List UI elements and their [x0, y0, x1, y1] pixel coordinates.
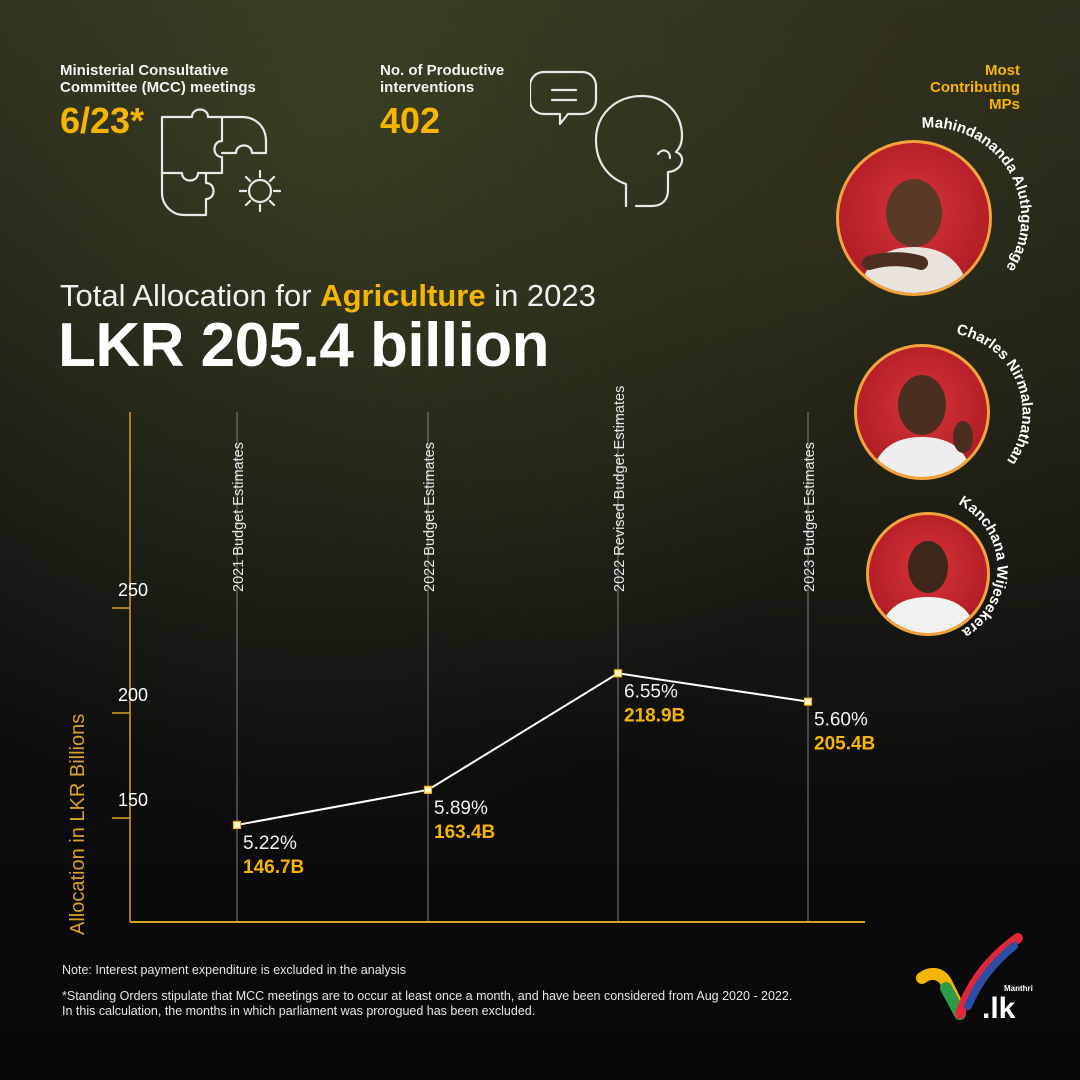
- note-standing-orders-line2: In this calculation, the months in which…: [62, 1004, 536, 1018]
- y-tick-label: 150: [118, 790, 148, 810]
- interventions-value: 402: [380, 100, 441, 141]
- percent-label: 5.89%: [434, 798, 488, 819]
- note-standing-orders-line1: *Standing Orders stipulate that MCC meet…: [62, 989, 793, 1003]
- headline-suffix: in 2023: [485, 278, 596, 313]
- percent-label: 6.55%: [624, 681, 678, 702]
- interventions-label-line2: interventions: [380, 79, 475, 96]
- check-mark-icon: [916, 933, 1023, 1020]
- interventions-label: No. of Productive interventions: [380, 62, 504, 96]
- percent-label: 5.22%: [243, 833, 297, 854]
- mp-3-figure: [879, 541, 977, 633]
- data-point: [613, 669, 623, 678]
- note-interest: Note: Interest payment expenditure is ex…: [62, 963, 406, 977]
- mp-avatar-1: [836, 140, 992, 296]
- puzzle-gear-icon: [160, 108, 282, 217]
- logo-big-text: .lk: [982, 992, 1016, 1025]
- chart-axes: Allocation in LKR Billions: [67, 412, 865, 935]
- percent-label: 5.60%: [814, 710, 868, 731]
- headline-highlight: Agriculture: [320, 278, 486, 313]
- y-tick-label: 200: [118, 685, 148, 705]
- mcc-value: 6/23*: [60, 100, 145, 141]
- data-point: [423, 785, 433, 794]
- mps-heading-line1: Most: [985, 62, 1020, 79]
- value-label: 146.7B: [243, 857, 304, 878]
- speaking-head-icon: [530, 70, 684, 208]
- data-point: [232, 820, 242, 830]
- total-amount: LKR 205.4 billion: [58, 311, 550, 380]
- mp-1-figure: [859, 179, 969, 293]
- value-label: 205.4B: [814, 734, 875, 755]
- headline-prefix: Total Allocation for: [60, 278, 321, 313]
- category-label: 2021 Budget Estimates: [231, 442, 247, 592]
- value-label: 218.9B: [624, 705, 685, 726]
- note-standing-orders: *Standing Orders stipulate that MCC meet…: [62, 989, 792, 1019]
- mcc-label-line2: Committee (MCC) meetings: [60, 79, 256, 96]
- mcc-label-line1: Ministerial Consultative: [60, 62, 229, 79]
- value-label: 163.4B: [434, 822, 495, 843]
- category-label: 2022 Revised Budget Estimates: [612, 386, 628, 592]
- series-line: [236, 672, 809, 826]
- y-tick-label: 250: [118, 580, 148, 600]
- interventions-label-line1: No. of Productive: [380, 62, 505, 79]
- category-label: 2023 Budget Estimates: [802, 442, 818, 592]
- mps-heading-line3: MPs: [989, 96, 1020, 113]
- mcc-label: Ministerial Consultative Committee (MCC)…: [60, 62, 256, 96]
- data-point: [803, 697, 813, 706]
- y-axis-label: Allocation in LKR Billions: [67, 714, 89, 935]
- mp-avatar-3: [866, 512, 990, 636]
- mps-heading-line2: Contributing: [930, 79, 1020, 96]
- mp-avatar-2: [854, 344, 990, 480]
- manthri-logo: Manthri .lk: [916, 932, 1033, 1032]
- headline: Total Allocation for Agriculture in 2023: [60, 278, 596, 314]
- category-label: 2022 Budget Estimates: [422, 442, 438, 592]
- mp-2-figure: [871, 375, 973, 477]
- mps-heading: Most Contributing MPs: [930, 62, 1020, 113]
- logo-small-text: Manthri: [1004, 984, 1033, 993]
